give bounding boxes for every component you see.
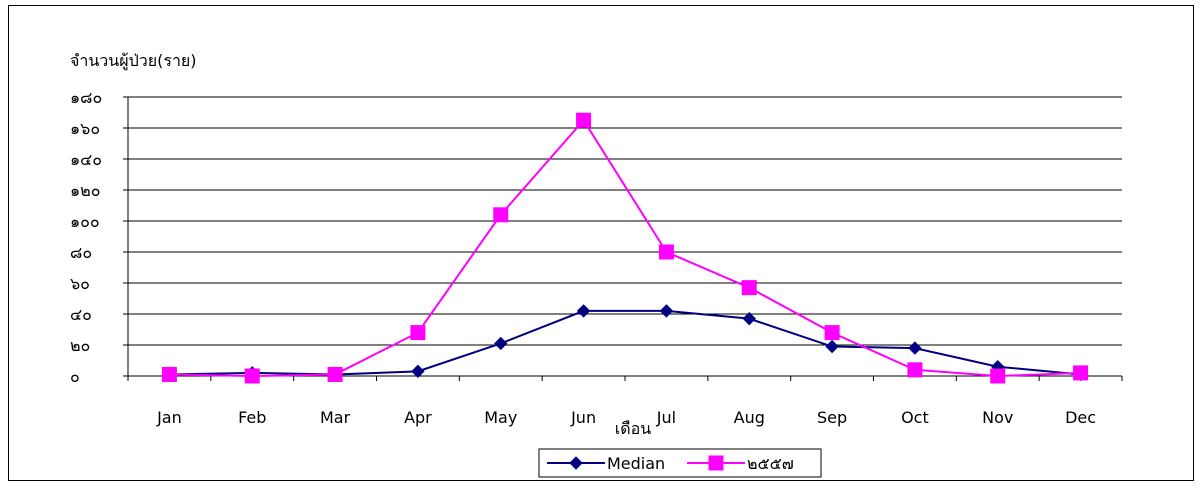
square-marker: [576, 112, 592, 128]
y-tick-label: ๘๐: [70, 243, 92, 262]
square-marker: [244, 368, 260, 384]
diamond-marker: [494, 336, 508, 351]
y-tick-label: ๖๐: [70, 274, 90, 293]
y-tick-label: ๑๐๐: [70, 212, 100, 231]
y-axis-title: จำนวนผู้ป่วย(ราย): [70, 51, 197, 71]
square-marker: [741, 280, 757, 296]
square-marker: [410, 325, 426, 341]
series-year: [161, 112, 1089, 384]
x-tick-label: Nov: [982, 408, 1013, 427]
square-marker: [990, 368, 1006, 384]
square-marker: [327, 366, 343, 382]
diamond-marker: [411, 364, 425, 379]
x-axis-title: เดือน: [615, 419, 651, 438]
x-tick-label: Sep: [817, 408, 847, 427]
x-tick-label: May: [484, 408, 517, 427]
y-tick-label: ๑๒๐: [70, 181, 100, 200]
square-marker: [161, 366, 177, 382]
x-tick-label: Jan: [156, 408, 182, 427]
y-tick-label: ๑๔๐: [70, 150, 102, 169]
y-tick-labels: ๐ ๒๐ ๔๐ ๖๐ ๘๐ ๑๐๐ ๑๒๐ ๑๔๐ ๑๖๐ ๑๘๐: [70, 88, 102, 386]
y-tick-label: ๐: [70, 367, 80, 386]
square-marker: [907, 362, 923, 378]
square-marker: [493, 207, 509, 223]
square-marker: [658, 244, 674, 260]
diamond-marker: [569, 456, 583, 470]
x-tick-label: Feb: [238, 408, 266, 427]
y-tick-label: ๔๐: [70, 305, 92, 324]
x-tick-label: Dec: [1065, 408, 1096, 427]
legend: Median ๒๕๕๗: [538, 448, 822, 478]
diamond-marker: [908, 341, 922, 355]
series-median: [162, 304, 1088, 382]
y-tick-label: ๑๖๐: [70, 119, 100, 138]
grid-lines: [128, 96, 1122, 346]
y-tick-label: ๒๐: [70, 336, 90, 355]
series: [161, 112, 1089, 384]
chart-frame: [8, 5, 1194, 481]
diamond-marker: [825, 339, 839, 354]
y-tick-label: ๑๘๐: [70, 88, 102, 107]
x-tick-label: Apr: [404, 408, 432, 427]
diamond-marker: [659, 304, 674, 318]
series-line: [169, 309, 1081, 376]
x-tick-label: Aug: [734, 408, 765, 427]
diamond-marker: [742, 311, 756, 326]
legend-label: Median: [607, 454, 665, 473]
diamond-marker: [576, 304, 591, 318]
x-tick-labels: Jan Feb Mar Apr May Jun Jul Aug Sep Oct Nov Dec: [156, 408, 1096, 427]
square-marker: [708, 455, 724, 471]
x-tick-label: Mar: [320, 408, 351, 427]
square-marker: [1073, 365, 1089, 381]
x-tick-label: Oct: [901, 408, 929, 427]
square-marker: [824, 325, 840, 341]
x-tick-label: Jun: [570, 408, 596, 427]
series-line: [169, 118, 1081, 378]
x-tick-label: Jul: [656, 408, 676, 427]
axes: [123, 96, 1123, 381]
legend-label: ๒๕๕๗: [747, 454, 794, 473]
